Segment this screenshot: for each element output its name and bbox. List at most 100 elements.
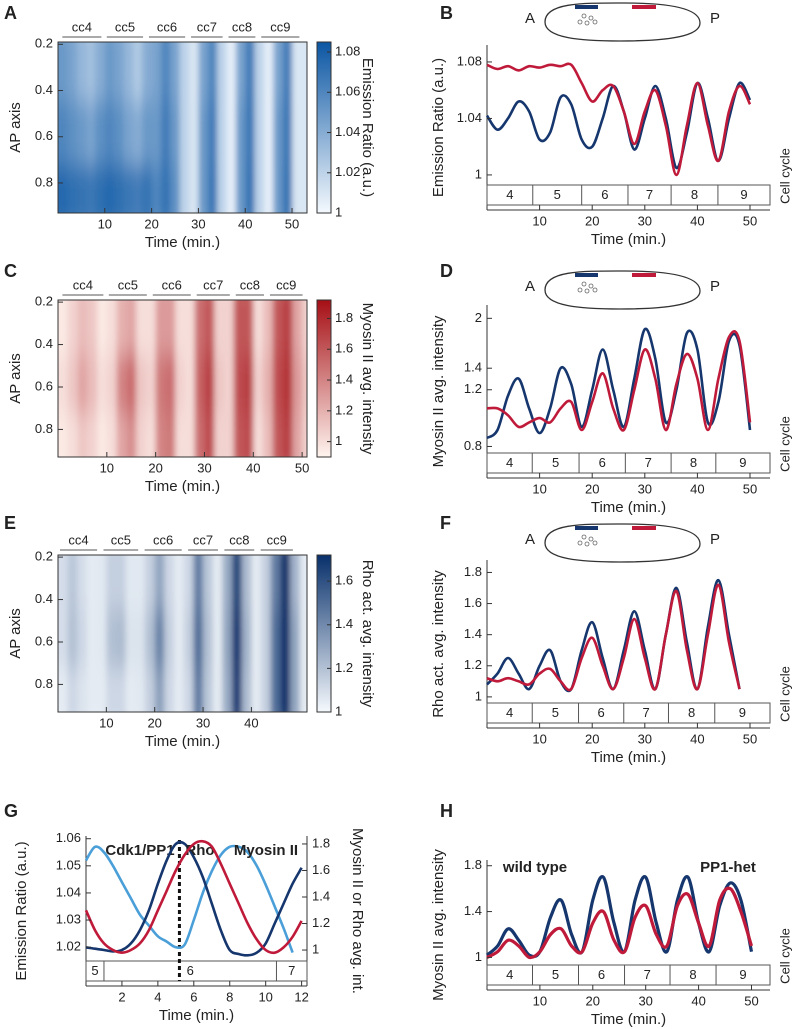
panel-letter: A <box>4 3 17 23</box>
heatmap-cell <box>175 300 186 356</box>
x-tick-label: 50 <box>743 213 757 228</box>
heatmap-cell <box>204 413 215 457</box>
heatmap-cell <box>67 668 78 712</box>
y-tick-label: 1.2 <box>464 657 482 672</box>
heatmap-cell <box>116 555 127 611</box>
cycle-number: 4 <box>506 705 513 720</box>
y-tick-label: 0.8 <box>35 174 53 189</box>
heatmap-cell <box>87 413 98 457</box>
nucleus <box>588 15 594 21</box>
heatmap-cells <box>58 555 307 712</box>
cycle-number: 5 <box>552 705 559 720</box>
x-tick-label: 10 <box>532 481 546 496</box>
heatmap-cell <box>132 165 143 213</box>
heatmap-cell <box>97 355 108 415</box>
panel-letter: G <box>4 801 18 821</box>
heatmap-cell <box>241 555 252 611</box>
cycle-number: 9 <box>739 705 746 720</box>
heatmap-cell <box>125 555 136 611</box>
heatmap-cell <box>154 668 165 712</box>
heatmap-cell <box>145 555 156 611</box>
cycle-strip <box>486 452 771 474</box>
x-axis-label: Time (min.) <box>145 234 220 251</box>
cycle-label: cc9 <box>267 532 287 547</box>
heatmap-cell <box>116 300 127 356</box>
heatmap-cells <box>58 42 307 213</box>
heatmap-cell <box>104 165 115 213</box>
colorbar-tick-label: 1 <box>335 433 342 448</box>
panel-letter: D <box>440 261 453 281</box>
embryo-posterior: P <box>710 278 720 295</box>
y-tick-label: 1.02 <box>56 939 81 954</box>
y-tick-label: 1.8 <box>464 857 482 872</box>
heatmap-cell <box>299 555 307 611</box>
embryo-anterior: A <box>525 531 535 548</box>
heatmap-cell <box>106 610 117 670</box>
heatmap-cell <box>282 102 293 167</box>
heatmap-cell <box>194 413 206 457</box>
x-tick-label: 50 <box>285 216 299 231</box>
x-axis-label: Time (min.) <box>159 1007 234 1024</box>
x-tick-label: 20 <box>586 993 600 1008</box>
cycle-label: cc4 <box>72 19 92 34</box>
heatmap-cell <box>233 355 245 415</box>
cycle-strip <box>486 964 771 986</box>
embryo-outline <box>544 270 701 310</box>
cycle-label: cc8 <box>240 277 260 292</box>
cycle-number: 7 <box>646 187 653 202</box>
heatmap-cell <box>77 555 88 611</box>
panel-letter: B <box>440 3 453 23</box>
series-line <box>486 583 741 692</box>
heatmap-cell <box>254 102 265 167</box>
y2-tick-label: 1.4 <box>312 888 330 903</box>
heatmap-cell <box>222 668 233 712</box>
y-tick-label: 1.8 <box>464 564 482 579</box>
heatmap-cell <box>125 610 136 670</box>
heatmap-cell <box>253 413 264 457</box>
heatmap-cell <box>270 555 282 611</box>
y-tick-label: 0.4 <box>35 591 53 606</box>
y-tick-label: 1 <box>475 166 482 181</box>
heatmap-cell <box>282 300 293 356</box>
heatmap-cell <box>95 42 106 103</box>
heatmap-cell <box>282 42 293 103</box>
panel-letter: C <box>4 261 17 281</box>
colorbar-label: Emission Ratio (a.u.) <box>359 58 376 197</box>
cycle-number: 7 <box>644 967 651 982</box>
x-axis-label: Time (min.) <box>145 733 220 750</box>
heatmap-cell <box>280 668 291 712</box>
series-line <box>486 62 752 177</box>
heatmap-cell <box>263 413 274 457</box>
heatmap-cell <box>67 300 79 356</box>
heatmap-cell <box>106 300 118 356</box>
heatmap-cell <box>179 102 190 167</box>
heatmap-cell <box>212 555 223 611</box>
embryo-posterior: P <box>710 531 720 548</box>
cycle-title: Cell cycle <box>777 928 792 984</box>
x-tick-label: 30 <box>638 731 652 746</box>
cycle-number: 5 <box>91 963 98 978</box>
x-tick-label: 40 <box>244 715 258 730</box>
cycle-label: cc5 <box>118 277 138 292</box>
panel-letter: F <box>440 513 451 533</box>
heatmap-cell <box>145 668 156 712</box>
cycle-number: 4 <box>506 967 513 982</box>
heatmap-cell <box>135 555 146 611</box>
heatmap-cell <box>217 165 228 213</box>
y-tick-label: 0.4 <box>35 82 53 97</box>
cycle-number: 7 <box>288 963 295 978</box>
heatmap-cell <box>233 300 245 356</box>
heatmap-cell <box>58 42 68 103</box>
heatmap-cell <box>214 300 225 356</box>
heatmap-cell <box>280 555 291 611</box>
heatmap-cell <box>194 355 206 415</box>
heatmap-cell <box>183 668 194 712</box>
x-tick-label: 40 <box>690 213 704 228</box>
cycle-title: Cell cycle <box>777 148 792 204</box>
heatmap-cell <box>263 300 274 356</box>
heatmap-cell <box>116 668 127 712</box>
heatmap-cell <box>67 355 79 415</box>
heatmap-cell <box>67 42 78 103</box>
colorbar-tick-label: 1 <box>335 703 342 718</box>
y-tick-label: 1.08 <box>457 53 482 68</box>
